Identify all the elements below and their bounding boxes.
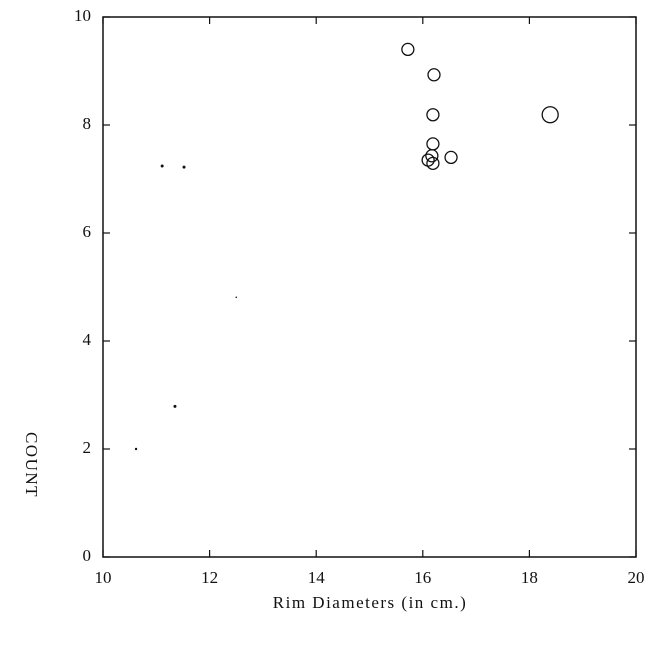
point [541, 106, 559, 124]
plot-frame [102, 16, 637, 558]
y-tick-label: 4 [83, 330, 92, 349]
point [173, 404, 177, 408]
point [134, 447, 138, 451]
y-axis-title: COUNT [22, 432, 41, 498]
y-tick-label: 8 [83, 114, 92, 133]
x-tick-label: 16 [414, 568, 431, 587]
point [444, 150, 458, 165]
y-tick-label: 6 [83, 222, 92, 241]
x-axis-title: Rim Diameters (in cm.) [273, 593, 467, 612]
point [235, 296, 238, 299]
x-tick-label: 18 [521, 568, 538, 587]
y-tick-label: 2 [83, 438, 92, 457]
point [425, 149, 439, 163]
x-tick-label: 12 [201, 568, 218, 587]
point [182, 165, 186, 169]
x-tick-label: 10 [95, 568, 112, 587]
point [426, 108, 440, 122]
point [426, 137, 440, 151]
x-tick-label: 20 [628, 568, 645, 587]
y-tick-label: 10 [74, 6, 91, 25]
x-tick-label: 14 [308, 568, 326, 587]
point [401, 42, 415, 57]
point [427, 68, 441, 82]
point [426, 156, 440, 170]
point [160, 164, 164, 168]
y-tick-label: 0 [83, 546, 92, 565]
